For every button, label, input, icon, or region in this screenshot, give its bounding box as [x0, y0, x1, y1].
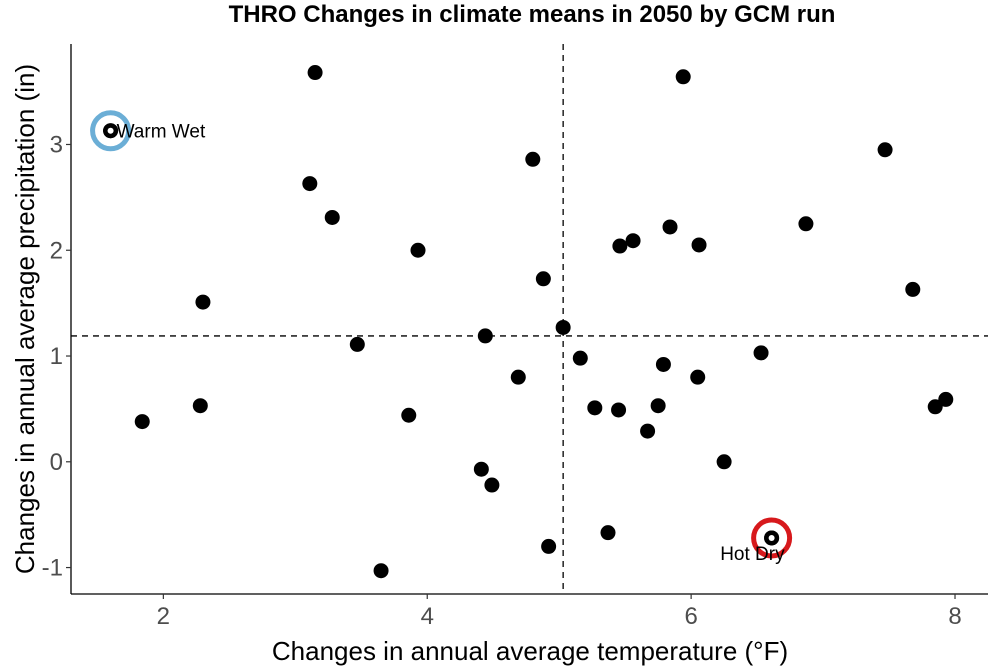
highlight-ring: [90, 110, 132, 152]
data-point: [600, 525, 616, 541]
data-point: [612, 238, 628, 254]
data-point: [662, 219, 678, 235]
data-point: [877, 142, 893, 158]
data-point: [324, 209, 340, 225]
data-point: [401, 407, 417, 423]
data-point: [938, 391, 954, 407]
x-axis-title: Changes in annual average temperature (°…: [272, 636, 788, 666]
data-point: [134, 414, 150, 430]
data-point: [525, 151, 541, 167]
data-point: [195, 294, 211, 310]
annotation-label: Hot Dry: [720, 544, 785, 565]
y-ticks: -1 0 1 2 3: [42, 131, 71, 582]
data-point: [535, 271, 551, 287]
x-tick-label: 2: [157, 603, 170, 630]
data-point: [510, 369, 526, 385]
data-point: [655, 356, 671, 372]
y-tick-label: -1: [42, 555, 63, 582]
data-point: [349, 336, 365, 352]
data-point: [477, 328, 493, 344]
data-point: [691, 237, 707, 253]
data-point: [798, 216, 814, 232]
data-point: [690, 369, 706, 385]
y-tick-label: 0: [50, 449, 63, 476]
highlight-point-center: [107, 127, 114, 134]
reference-lines: [71, 44, 988, 594]
data-point: [410, 242, 426, 258]
data-point: [302, 176, 318, 192]
data-point: [587, 400, 603, 416]
data-point: [373, 563, 389, 579]
annotation-label: Warm Wet: [117, 122, 206, 143]
data-point: [716, 454, 732, 470]
y-tick-label: 1: [50, 343, 63, 370]
data-point: [307, 65, 323, 81]
x-ticks: 2 4 6 8: [157, 594, 962, 630]
data-point: [572, 350, 588, 366]
data-point: [192, 398, 208, 414]
data-points: [103, 65, 954, 579]
x-tick-label: 8: [948, 603, 961, 630]
x-tick-label: 6: [684, 603, 697, 630]
data-point: [611, 402, 627, 418]
data-point: [484, 477, 500, 493]
data-point: [625, 233, 641, 249]
data-point: [753, 345, 769, 361]
highlight-point-center: [768, 534, 775, 541]
data-point: [640, 423, 656, 439]
data-point: [555, 319, 571, 335]
data-point: [927, 399, 943, 415]
data-point: [473, 461, 489, 477]
highlight-markers: Warm Wet Hot Dry: [90, 110, 793, 565]
data-point: [675, 69, 691, 85]
chart-title: THRO Changes in climate means in 2050 by…: [229, 1, 836, 28]
axes: [70, 44, 988, 595]
y-tick-label: 2: [50, 237, 63, 264]
x-tick-label: 4: [421, 603, 434, 630]
data-point: [905, 281, 921, 297]
y-tick-label: 3: [50, 131, 63, 158]
y-axis-title: Changes in annual average precipitation …: [10, 64, 40, 574]
highlight-ring: [751, 517, 793, 559]
data-point: [541, 538, 557, 554]
data-point: [650, 398, 666, 414]
